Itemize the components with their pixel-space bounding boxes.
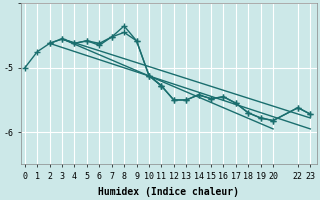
X-axis label: Humidex (Indice chaleur): Humidex (Indice chaleur) bbox=[98, 186, 239, 197]
